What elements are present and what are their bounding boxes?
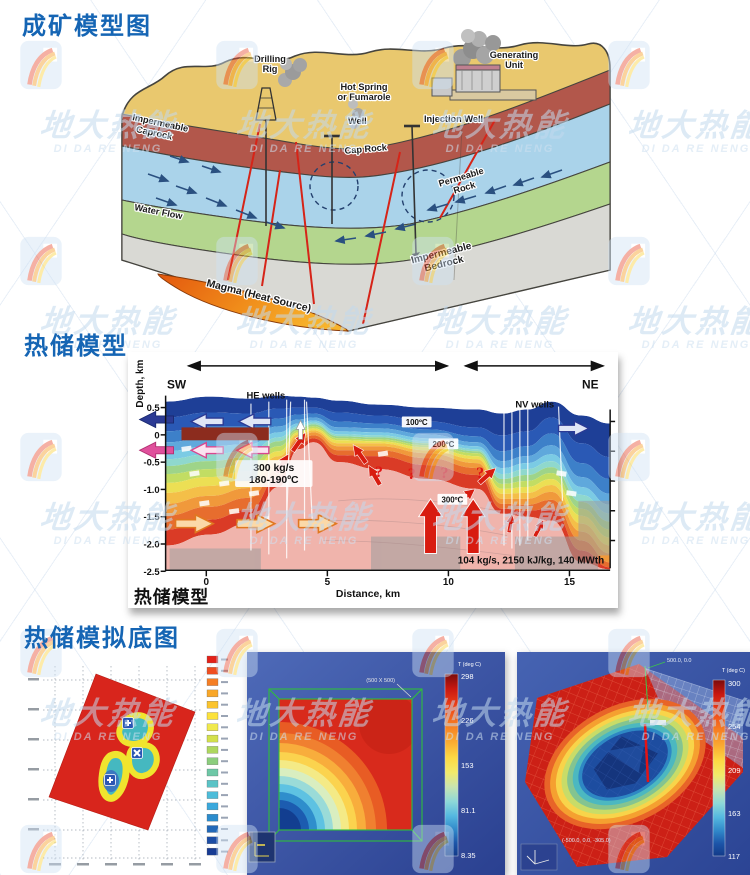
didareneng-logo-icon bbox=[20, 432, 62, 482]
axis-tick-labels bbox=[28, 678, 201, 866]
colorbar-ticks: 298 226 153 81.1 8.35 bbox=[461, 672, 476, 860]
flow-rate-annotation: 300 kg/s 180-190ºC bbox=[235, 460, 313, 487]
wireframe-box bbox=[268, 688, 423, 842]
temperature-labels: 100ºC 200ºC 300ºC bbox=[401, 416, 468, 505]
inset-axis bbox=[248, 831, 276, 863]
steam-cloud-icon bbox=[278, 29, 501, 129]
x-axis-label: Distance, km bbox=[336, 589, 400, 600]
colorbar bbox=[444, 673, 459, 857]
y-tick: 0 bbox=[154, 429, 159, 440]
injection-well-icon bbox=[404, 124, 420, 259]
drilling-rig-icon bbox=[255, 87, 277, 226]
magma-body bbox=[157, 273, 350, 332]
label-nv-wells: NV wells bbox=[515, 399, 554, 410]
label-drilling-rig: Drilling Rig bbox=[254, 54, 286, 74]
svg-text:100ºC: 100ºC bbox=[406, 418, 428, 427]
figure-2d-temperature-field: (500 X 500) T (deg C) 298 226 153 81.1 8.3… bbox=[247, 652, 505, 875]
colorbar bbox=[712, 679, 726, 857]
y-axis-label: Depth, km bbox=[135, 359, 146, 407]
y-tick: -1.0 bbox=[143, 484, 159, 495]
convection-cells bbox=[309, 161, 455, 223]
y-tick: -2.0 bbox=[143, 538, 159, 549]
svg-text:209: 209 bbox=[728, 766, 741, 775]
hot-spring-well-icon bbox=[324, 134, 340, 224]
y-tick: 0.5 bbox=[147, 402, 160, 413]
svg-text:153: 153 bbox=[461, 761, 474, 770]
x-tick: 10 bbox=[443, 577, 455, 588]
svg-text:?: ? bbox=[476, 465, 484, 482]
label-generating-unit: Generating Unit bbox=[490, 50, 539, 70]
label-ne: NE bbox=[582, 378, 599, 392]
y-tick: -0.5 bbox=[143, 457, 159, 468]
figure2-caption: 热储模型 bbox=[134, 586, 209, 607]
section2-title: 热储模型 bbox=[24, 333, 128, 360]
svg-text:?: ? bbox=[440, 465, 448, 482]
label-well: Well bbox=[348, 116, 367, 126]
x-tick: 0 bbox=[204, 577, 210, 588]
colorbar-ticks: 300 254 209 163 117 bbox=[728, 679, 741, 861]
label-he-wells: HE wells bbox=[246, 390, 285, 401]
section1-title: 成矿模型图 bbox=[22, 13, 152, 40]
axis-triad bbox=[520, 843, 558, 871]
figure-simulation-basemap bbox=[28, 655, 228, 866]
coordinate-label-top: 500.0, 0.0 bbox=[667, 658, 691, 664]
well-trace bbox=[643, 723, 650, 783]
svg-text:300ºC: 300ºC bbox=[441, 495, 463, 504]
generating-unit-icon bbox=[431, 64, 537, 101]
svg-text:200ºC: 200ºC bbox=[433, 440, 455, 449]
color-scale bbox=[206, 655, 228, 856]
didareneng-logo-icon bbox=[20, 40, 62, 90]
svg-text:117: 117 bbox=[728, 852, 740, 861]
label-sw: SW bbox=[167, 378, 187, 392]
svg-text:300: 300 bbox=[728, 679, 741, 688]
figure-reservoir-cross-section: 0.5 0 -0.5 -1.0 -1.5 -2.0 -2.5 0 5 10 15… bbox=[128, 352, 618, 608]
x-tick: 15 bbox=[564, 577, 576, 588]
svg-text:81.1: 81.1 bbox=[461, 806, 476, 815]
svg-text:254: 254 bbox=[728, 722, 741, 731]
figure-geothermal-block-diagram: Drilling Rig Generating Unit Hot Spring or … bbox=[121, 29, 611, 332]
svg-text:298: 298 bbox=[461, 672, 474, 681]
reservoir-bar bbox=[181, 427, 269, 441]
coordinate-label-bottom: (-500.0, 0.0, -305.0) bbox=[562, 838, 611, 844]
axes bbox=[160, 395, 616, 577]
model-domain bbox=[48, 673, 196, 831]
grid-size-label: (500 X 500) bbox=[366, 678, 395, 684]
y-tick: -1.5 bbox=[143, 511, 159, 522]
didareneng-logo-icon bbox=[20, 236, 62, 286]
temperature-field-2d bbox=[279, 699, 412, 830]
svg-text:180-190ºC: 180-190ºC bbox=[249, 475, 299, 486]
svg-text:8.35: 8.35 bbox=[461, 851, 476, 860]
fault-lines bbox=[227, 119, 496, 325]
label-hot-spring: Hot Spring or Fumarole bbox=[337, 82, 390, 102]
x-tick: 5 bbox=[325, 577, 331, 588]
colorbar-title: T (deg C) bbox=[458, 662, 481, 668]
well-markers bbox=[104, 717, 143, 786]
section3-title: 热储模拟底图 bbox=[24, 625, 180, 652]
svg-text:163: 163 bbox=[728, 809, 741, 818]
svg-text:?: ? bbox=[408, 466, 416, 483]
figure-3d-temperature-surface: 500.0, 0.0 (-500.0, 0.0, -305.0) T (deg … bbox=[517, 652, 750, 875]
upflow-arrows-red bbox=[271, 429, 548, 554]
svg-text:226: 226 bbox=[461, 716, 474, 725]
colorbar-title: T (deg C) bbox=[722, 668, 745, 674]
label-injection-well: Injection Well bbox=[424, 114, 483, 124]
svg-text:300 kg/s: 300 kg/s bbox=[253, 463, 294, 474]
flow-arrows bbox=[147, 155, 563, 245]
question-marks: ?? ?? bbox=[375, 464, 484, 483]
output-annotation: 104 kg/s, 2150 kJ/kg, 140 MWth bbox=[458, 555, 604, 566]
y-tick: -2.5 bbox=[143, 566, 159, 577]
rock-patches bbox=[169, 500, 611, 570]
svg-text:?: ? bbox=[375, 464, 383, 481]
